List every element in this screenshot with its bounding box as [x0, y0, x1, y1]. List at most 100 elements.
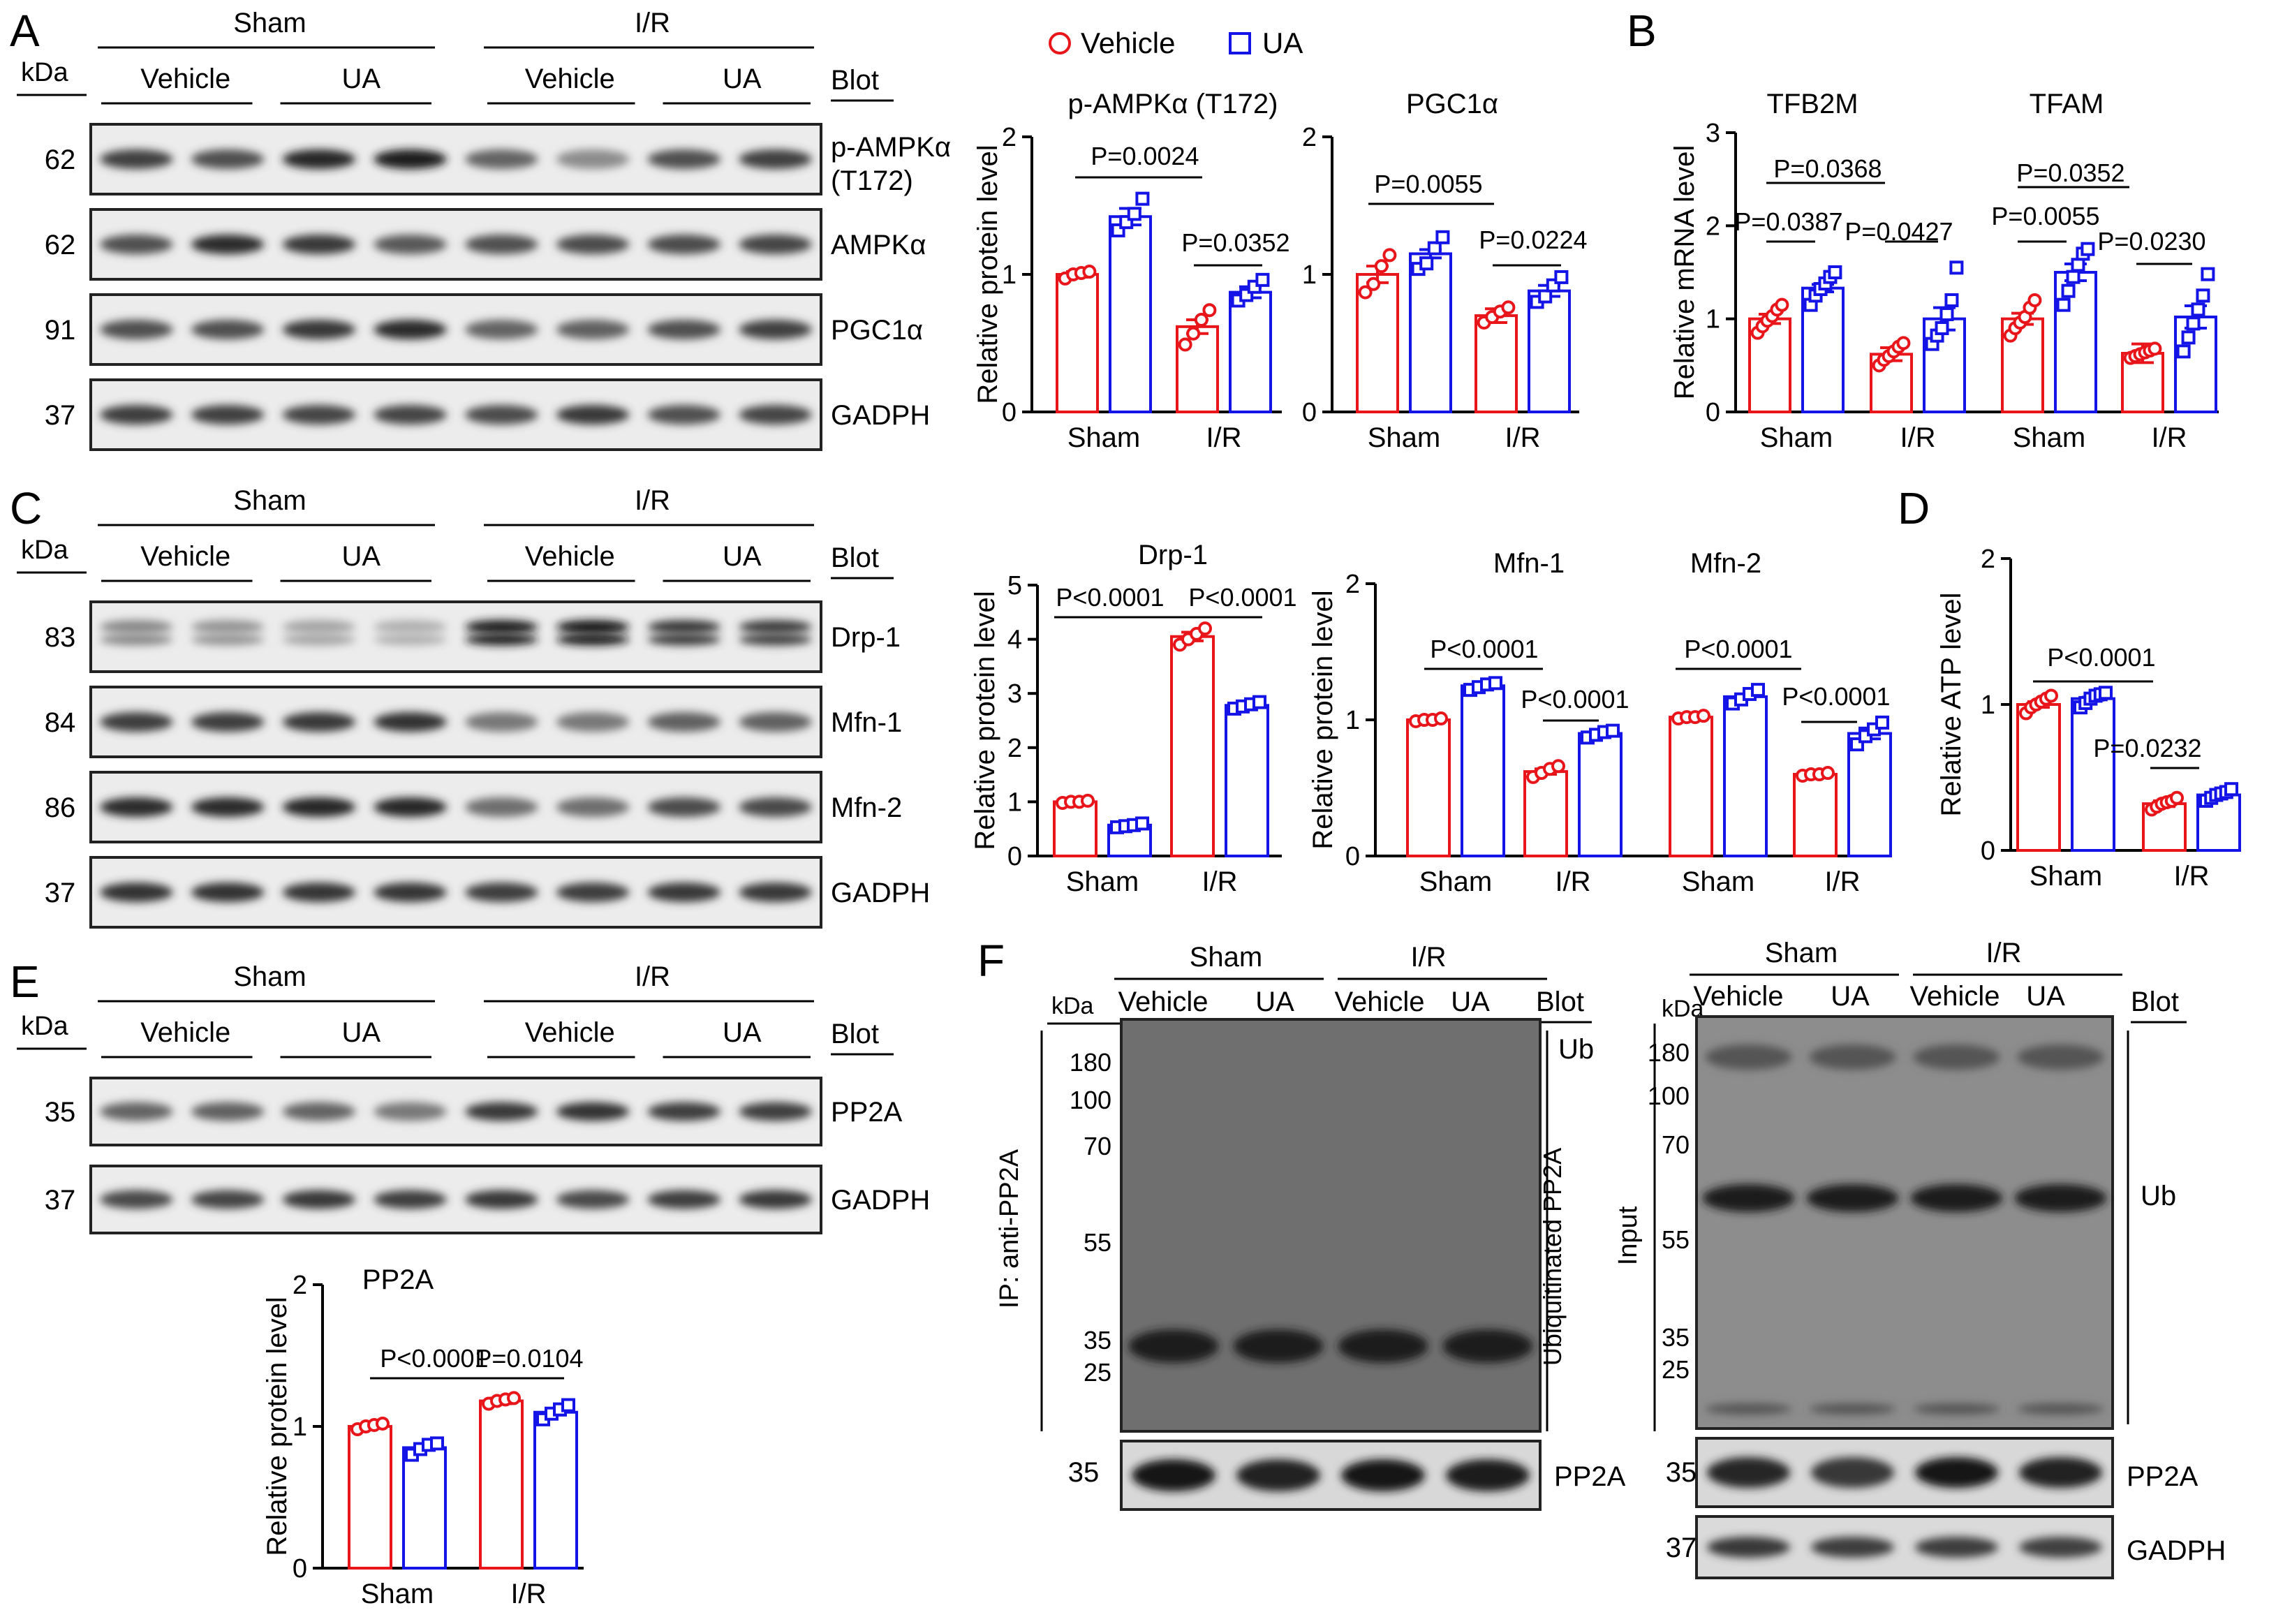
- data-point: [1828, 265, 1842, 279]
- bar-ua: [1461, 684, 1505, 857]
- blot-band: [647, 320, 721, 339]
- blot-band: [282, 149, 356, 169]
- p-value: P=0.0352: [1181, 228, 1289, 257]
- blot-band: [100, 149, 173, 169]
- blot-band: [739, 633, 812, 646]
- treatment-label-ua: UA: [723, 541, 762, 572]
- data-point: [2176, 344, 2191, 359]
- kda-value: 37: [45, 1185, 76, 1216]
- data-point: [1427, 241, 1442, 256]
- treatment-label-ua: UA: [2026, 981, 2065, 1012]
- ub-band: [1705, 1403, 1792, 1415]
- bar-vehicle: [1475, 314, 1518, 413]
- data-point: [2061, 283, 2076, 298]
- protein-label: PP2A: [1554, 1461, 1626, 1492]
- data-point: [2071, 258, 2085, 272]
- x-tick-label: I/R: [1206, 422, 1241, 453]
- p-value: P<0.0001: [1188, 583, 1296, 612]
- kda-value: 35: [1666, 1457, 1697, 1488]
- blot-band: [647, 1102, 721, 1121]
- blot-label: Blot: [1536, 987, 1584, 1017]
- blot-band: [739, 149, 812, 169]
- protein-label: (T172): [831, 165, 913, 196]
- y-tick-label: 0: [1345, 842, 1360, 871]
- chart-title: p-AMPKα (T172): [1068, 89, 1278, 119]
- blot-band: [739, 320, 812, 339]
- y-tick-label: 0: [1302, 398, 1317, 427]
- y-tick-label: 2: [1345, 570, 1360, 599]
- p-value: P=0.0352: [2016, 158, 2124, 187]
- y-tick-label: 2: [1002, 123, 1017, 152]
- blot-band: [465, 320, 538, 339]
- blot-band: [739, 620, 812, 634]
- x-tick-label: I/R: [510, 1579, 546, 1609]
- y-tick-label: 3: [1007, 679, 1022, 709]
- data-point: [430, 1436, 444, 1451]
- chart-pgc: 0 1 2 PGC1α Sham I/R P=0.0055 P=0.0224: [1302, 89, 1588, 453]
- bar-ua: [1409, 252, 1452, 414]
- data-point: [1775, 297, 1789, 312]
- data-point: [1935, 321, 1949, 335]
- data-point: [1501, 300, 1516, 315]
- treatment-label-vehicle: Vehicle: [140, 541, 230, 572]
- data-point: [1944, 293, 1959, 307]
- blot-band: [647, 405, 721, 425]
- group-label-sham: Sham: [233, 961, 306, 992]
- treatment-label-ua: UA: [341, 541, 380, 572]
- group-label-sham: Sham: [233, 8, 306, 38]
- data-point: [507, 1391, 521, 1405]
- p-value: P=0.0387: [1734, 207, 1842, 236]
- blot-band: [1914, 1457, 1999, 1488]
- blot-band: [374, 320, 447, 339]
- kda-value: 62: [45, 230, 76, 260]
- blot-band: [100, 883, 173, 902]
- kda-value: 37: [45, 400, 76, 431]
- blot-band: [374, 712, 447, 732]
- panel-letter-E: E: [10, 957, 40, 1007]
- treatment-label-vehicle: Vehicle: [1118, 987, 1209, 1017]
- blot-band: [282, 797, 356, 817]
- x-tick-label: Sham: [1419, 866, 1493, 897]
- x-tick-label: Sham: [361, 1579, 434, 1609]
- p-value: P<0.0001: [1056, 583, 1164, 612]
- bar-ua: [402, 1446, 447, 1570]
- bar-vehicle: [1053, 800, 1097, 858]
- x-tick-label: I/R: [1505, 422, 1540, 453]
- kda-label: kDa: [21, 58, 68, 87]
- blot-band: [374, 235, 447, 254]
- bar-ua: [2054, 271, 2097, 413]
- p-value: P=0.0368: [1773, 154, 1882, 183]
- data-point: [1939, 307, 1954, 321]
- y-tick-label: 3: [1706, 119, 1720, 148]
- bar-vehicle: [1170, 635, 1215, 857]
- x-tick-label: Sham: [1760, 422, 1833, 453]
- blot-band: [374, 149, 447, 169]
- treatment-label-vehicle: Vehicle: [525, 541, 615, 572]
- bar-ua: [533, 1410, 578, 1570]
- p-value: P=0.0104: [475, 1344, 583, 1373]
- bar-vehicle: [1748, 317, 1791, 413]
- group-label-ir: I/R: [635, 485, 670, 516]
- blot-band: [282, 320, 356, 339]
- ub-band: [1913, 1403, 2000, 1415]
- blot-band: [191, 633, 265, 646]
- data-point: [1434, 711, 1448, 726]
- data-point: [1198, 621, 1212, 636]
- p-value: P<0.0001: [1521, 685, 1629, 714]
- data-point: [2181, 330, 2196, 345]
- p-value: P<0.0001: [2047, 643, 2155, 672]
- blot-band: [374, 405, 447, 425]
- ub-band: [2014, 1184, 2107, 1212]
- y-tick-label: 1: [1345, 706, 1360, 735]
- protein-label: GADPH: [831, 400, 930, 431]
- blot-band: [282, 1102, 356, 1121]
- data-point: [1697, 709, 1710, 723]
- bar-ua: [1578, 732, 1623, 857]
- bar-vehicle: [1669, 716, 1713, 857]
- blot-band: [465, 797, 538, 817]
- y-axis-label: Relative protein level: [970, 591, 1000, 850]
- p-value: P=0.0232: [2093, 734, 2201, 762]
